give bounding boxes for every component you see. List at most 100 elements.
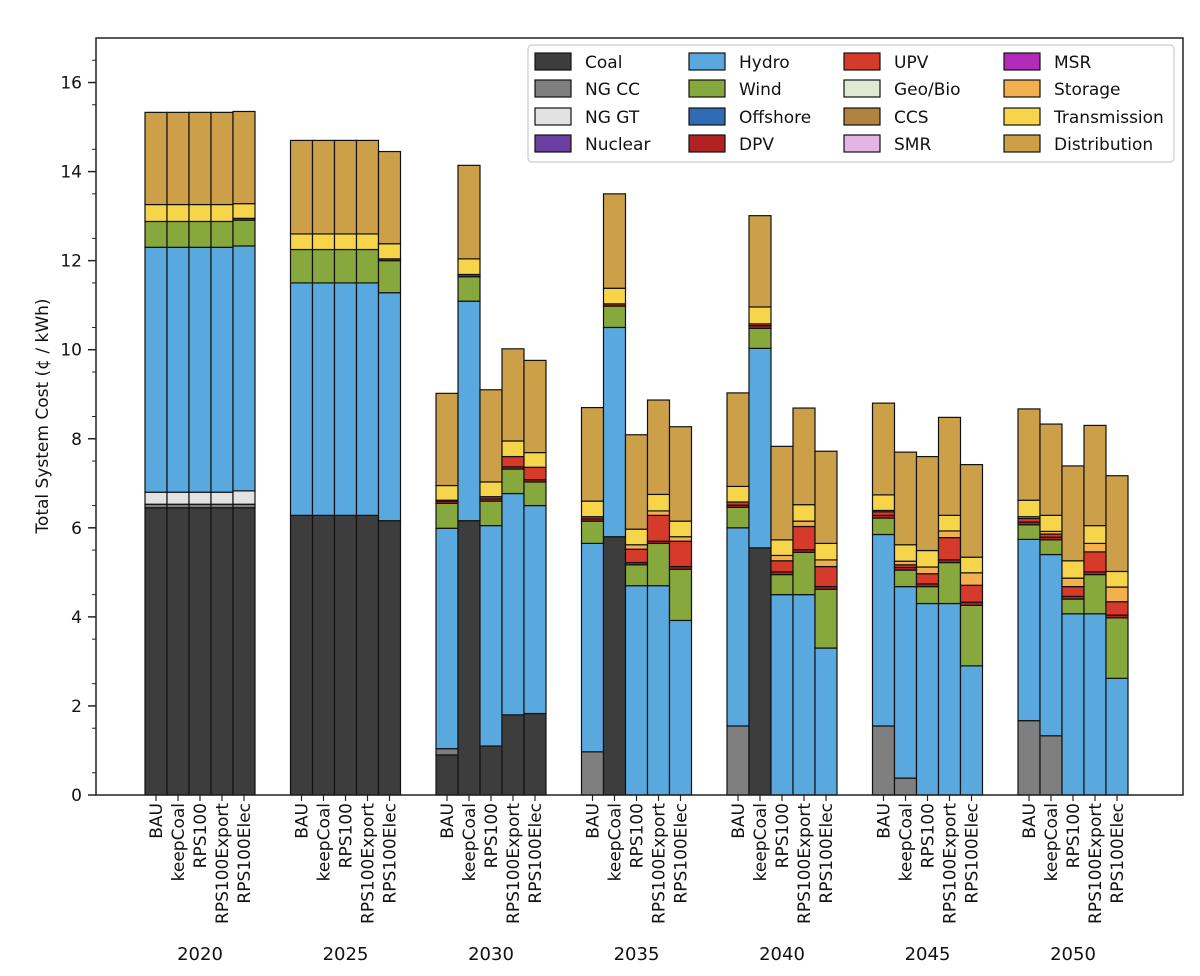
bar-segment-transmission bbox=[457, 258, 481, 276]
x-tick-label: RPS100Elec bbox=[526, 803, 546, 904]
bar-segment-ng-gt bbox=[144, 491, 168, 505]
bar-segment-distribution bbox=[959, 463, 984, 558]
bar-segment-distribution bbox=[1061, 465, 1085, 562]
bar-segment-hydro bbox=[726, 527, 750, 727]
bar-segment-transmission bbox=[646, 493, 671, 512]
legend: Coal NG CC NG GT Nuclear Hydro Wind Offshore DP… bbox=[527, 44, 1175, 163]
bar-segment-transmission bbox=[580, 500, 605, 518]
bar-segment-hydro bbox=[1105, 677, 1129, 796]
legend-swatch bbox=[534, 52, 572, 71]
bar-segment-distribution bbox=[355, 139, 380, 235]
group-label: 2030 bbox=[468, 944, 514, 965]
x-tick-label: RPS100Elec bbox=[381, 803, 401, 904]
bar-segment-upv bbox=[1083, 551, 1107, 573]
legend-label: Offshore bbox=[739, 108, 811, 128]
bar-segment-ng-gt bbox=[166, 491, 190, 505]
bar-2035-rps100elec bbox=[668, 426, 693, 796]
legend-item-offshore: Offshore bbox=[688, 107, 811, 128]
bar-segment-coal bbox=[748, 547, 772, 796]
legend-swatch bbox=[1003, 134, 1041, 153]
bar-2040-rps100 bbox=[770, 445, 794, 796]
bar-segment-storage bbox=[937, 530, 962, 539]
legend-label: NG GT bbox=[585, 108, 640, 128]
legend-box bbox=[527, 44, 1175, 163]
bar-segment-wind bbox=[232, 219, 256, 247]
x-tick-label: RPS100Export bbox=[650, 803, 670, 924]
legend-swatch bbox=[534, 134, 572, 153]
bar-2045-bau bbox=[871, 402, 896, 796]
plot-frame bbox=[95, 37, 1184, 796]
bar-segment-upv bbox=[814, 565, 838, 588]
bar-segment-storage bbox=[624, 544, 649, 550]
bar-segment-transmission bbox=[1061, 560, 1085, 579]
bar-2020-rps100elec bbox=[232, 110, 256, 796]
bar-segment-distribution bbox=[580, 406, 605, 502]
bar-segment-hydro bbox=[523, 504, 547, 715]
legend-item-nuclear: Nuclear bbox=[534, 134, 650, 155]
x-tick-label: RPS100Elec bbox=[672, 803, 692, 904]
legend-item-upv: UPV bbox=[843, 52, 929, 73]
bar-segment-coal bbox=[435, 754, 459, 796]
bar-segment-transmission bbox=[144, 203, 168, 223]
bar-segment-distribution bbox=[457, 164, 481, 260]
bar-segment-transmission bbox=[937, 514, 962, 532]
bar-segment-distribution bbox=[770, 445, 794, 541]
x-tick-label: BAU bbox=[438, 803, 458, 839]
bar-segment-distribution bbox=[624, 434, 649, 530]
bar-2040-rps100export bbox=[792, 407, 816, 796]
bar-2045-rps100export bbox=[937, 416, 962, 796]
legend-label: NG CC bbox=[585, 80, 640, 100]
bar-2020-rps100export bbox=[210, 111, 234, 796]
bar-segment-distribution bbox=[289, 139, 314, 235]
y-tick-label: 12 bbox=[60, 252, 82, 272]
x-tick-label: RPS100 bbox=[482, 803, 502, 868]
bar-segment-transmission bbox=[355, 233, 380, 251]
legend-swatch bbox=[688, 107, 726, 126]
bar-segment-hydro bbox=[792, 594, 816, 796]
bar-segment-distribution bbox=[333, 139, 358, 235]
bar-segment-distribution bbox=[893, 451, 918, 546]
y-tick-label: 16 bbox=[60, 74, 82, 94]
bar-2025-keepcoal bbox=[311, 139, 336, 796]
bar-segment-hydro bbox=[311, 282, 336, 516]
bar-2030-rps100export bbox=[501, 348, 525, 796]
bar-segment-distribution bbox=[1105, 475, 1129, 573]
legend-item-hydro: Hydro bbox=[688, 52, 790, 73]
legend-swatch bbox=[843, 107, 881, 126]
bar-segment-wind bbox=[188, 220, 212, 248]
bar-segment-wind bbox=[602, 305, 627, 329]
y-axis-label: Total System Cost (¢ / kWh) bbox=[33, 298, 53, 534]
bar-segment-distribution bbox=[479, 389, 503, 483]
legend-label: Transmission bbox=[1053, 108, 1164, 128]
bar-segment-wind bbox=[144, 220, 168, 248]
bar-segment-wind bbox=[479, 500, 503, 527]
bar-segment-transmission bbox=[232, 203, 256, 219]
x-tick-label: RPS100 bbox=[337, 803, 357, 868]
legend-label: CCS bbox=[894, 108, 929, 128]
bar-segment-wind bbox=[1039, 539, 1063, 556]
bar-segment-upv bbox=[959, 584, 984, 603]
bar-segment-storage bbox=[1061, 577, 1085, 588]
bar-segment-transmission bbox=[210, 203, 234, 223]
bar-segment-distribution bbox=[166, 111, 190, 206]
bar-2045-keepcoal bbox=[893, 451, 918, 796]
bar-segment-wind bbox=[311, 248, 336, 284]
bar-2035-rps100export bbox=[646, 399, 671, 796]
bar-segment-wind bbox=[166, 220, 190, 248]
bar-segment-transmission bbox=[1105, 570, 1129, 588]
bar-segment-hydro bbox=[646, 585, 671, 796]
bar-segment-coal bbox=[479, 745, 503, 796]
bar-segment-distribution bbox=[937, 416, 962, 516]
bar-segment-hydro bbox=[748, 347, 772, 549]
group-label: 2045 bbox=[905, 944, 951, 965]
bar-segment-transmission bbox=[624, 528, 649, 546]
x-tick-label: RPS100Export bbox=[213, 803, 233, 924]
bar-segment-ng-cc bbox=[1017, 720, 1041, 796]
bar-segment-hydro bbox=[210, 246, 234, 493]
legend-swatch bbox=[1003, 79, 1041, 98]
bar-segment-transmission bbox=[959, 556, 984, 574]
bar-segment-ng-cc bbox=[726, 725, 750, 796]
bar-segment-wind bbox=[1017, 524, 1041, 541]
legend-swatch bbox=[843, 79, 881, 98]
legend-item-storage: Storage bbox=[1003, 79, 1121, 100]
